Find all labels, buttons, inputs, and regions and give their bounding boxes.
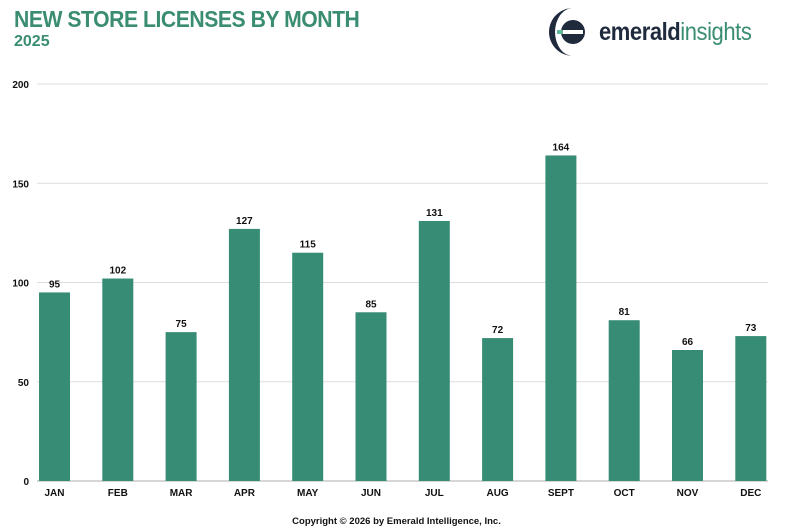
data-label: 127: [236, 216, 253, 227]
x-tick-label: JUL: [425, 488, 444, 499]
bar-may: [292, 252, 324, 481]
x-tick-label: FEB: [108, 488, 128, 499]
bar-jun: [355, 312, 387, 481]
data-label: 75: [176, 319, 188, 330]
bar-dec: [735, 336, 767, 481]
y-tick-label: 50: [18, 378, 30, 389]
data-label: 85: [365, 299, 377, 310]
x-tick-label: AUG: [486, 488, 508, 499]
bar-nov: [672, 349, 703, 481]
data-label: 164: [553, 142, 570, 153]
x-tick-label: SEPT: [548, 488, 574, 499]
bar-mar: [165, 332, 197, 481]
data-label: 95: [49, 279, 61, 290]
logo-brand: emerald: [599, 17, 681, 46]
x-tick-label: JAN: [44, 488, 64, 499]
y-tick-label: 200: [12, 80, 29, 91]
bar-aug: [482, 338, 514, 481]
data-label: 131: [426, 208, 443, 219]
data-label: 73: [745, 323, 757, 334]
x-tick-label: MAY: [297, 488, 319, 499]
logo-mark-icon: [549, 8, 585, 56]
y-tick-label: 100: [12, 279, 29, 290]
chart-subtitle: 2025: [14, 33, 50, 50]
emerald-insights-logo: emeraldinsights: [543, 6, 772, 58]
x-tick-label: NOV: [677, 488, 699, 499]
data-label: 102: [109, 266, 126, 277]
bar-apr: [228, 228, 260, 481]
bar-jan: [39, 292, 70, 481]
copyright-footer: Copyright © 2026 by Emerald Intelligence…: [292, 516, 501, 527]
x-tick-label: MAR: [170, 488, 194, 499]
data-label: 72: [492, 325, 504, 336]
logo-text: emeraldinsights: [599, 17, 752, 47]
x-tick-label: DEC: [740, 488, 761, 499]
logo-brand-suffix: insights: [680, 17, 752, 46]
bar-sept: [545, 155, 577, 481]
x-tick-label: APR: [234, 488, 256, 499]
y-tick-label: 0: [23, 477, 29, 488]
y-tick-label: 150: [12, 179, 29, 190]
data-label: 66: [682, 337, 694, 348]
x-tick-label: OCT: [614, 488, 635, 499]
chart-title: NEW STORE LICENSES BY MONTH: [14, 6, 360, 32]
x-tick-label: JUN: [361, 488, 381, 499]
data-label: 81: [619, 307, 631, 318]
bar-feb: [102, 278, 134, 481]
data-label: 115: [300, 240, 317, 251]
bar-oct: [608, 320, 640, 481]
bar-jul: [418, 220, 450, 481]
